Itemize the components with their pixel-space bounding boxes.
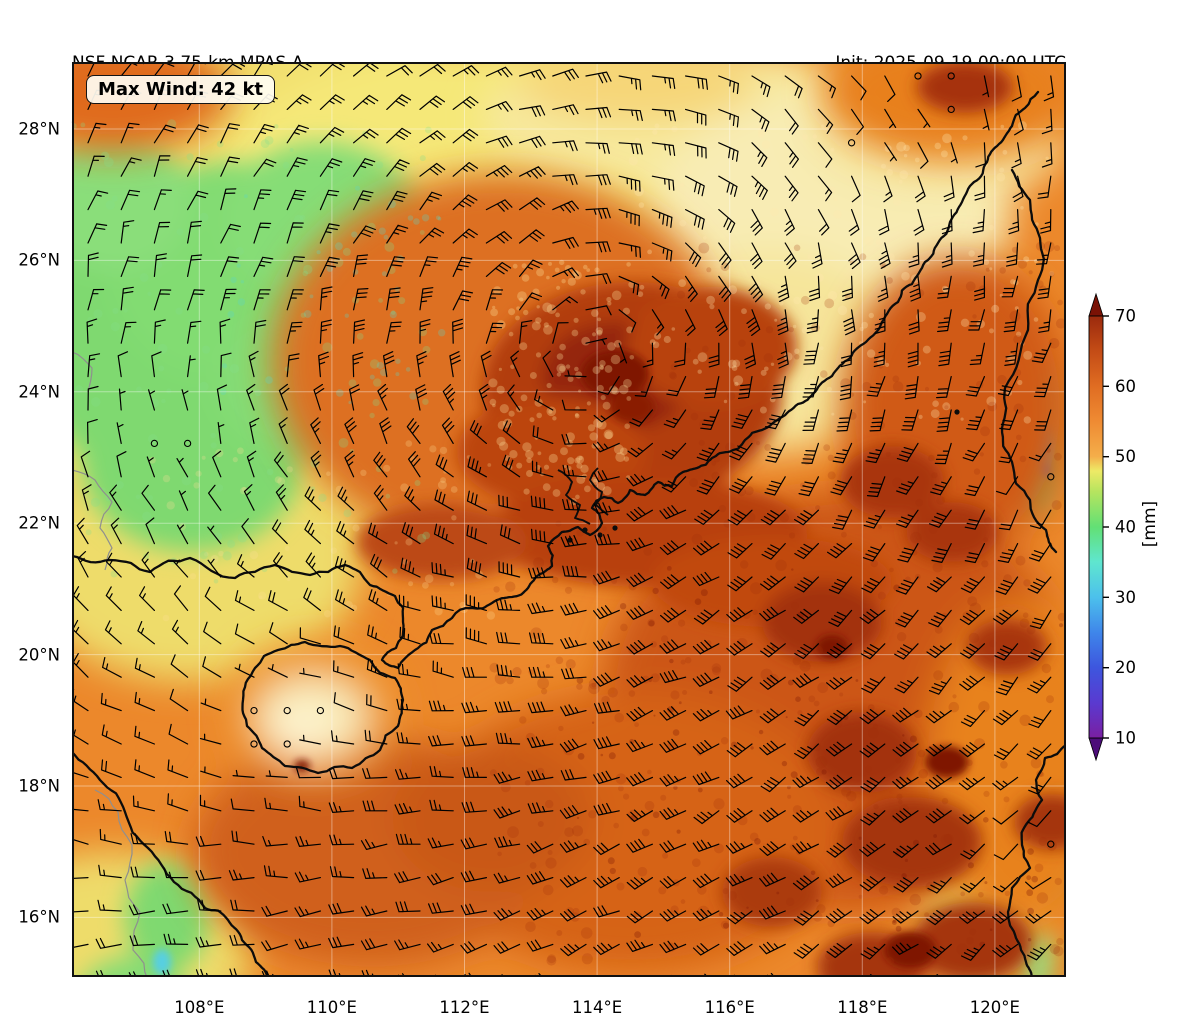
colorbar-tick-label: 10	[1115, 729, 1136, 748]
x-tick-label: 116°E	[704, 998, 755, 1017]
x-tick-label: 108°E	[174, 998, 225, 1017]
colorbar-tick-label: 20	[1115, 658, 1136, 677]
y-tick-label: 22°N	[18, 513, 60, 533]
colorbar-tick-label: 40	[1115, 518, 1136, 537]
colorbar-tick-label: 50	[1115, 447, 1136, 466]
y-tick-label: 20°N	[18, 645, 60, 665]
map-canvas	[72, 62, 1066, 977]
precipitable-water-raster	[72, 62, 1066, 977]
x-tick-label: 114°E	[572, 998, 623, 1017]
x-tick-label: 112°E	[439, 998, 490, 1017]
colorbar-tick-label: 70	[1115, 307, 1136, 326]
colorbar-units-label: [mm]	[1140, 500, 1160, 548]
y-tick-label: 28°N	[18, 119, 60, 139]
x-tick-label: 118°E	[837, 998, 888, 1017]
y-tick-label: 26°N	[18, 250, 60, 270]
colorbar: 70 60 50 40 30 20 10	[1088, 292, 1136, 762]
y-tick-label: 24°N	[18, 382, 60, 402]
y-tick-label: 18°N	[18, 776, 60, 796]
colorbar-tick-label: 60	[1115, 377, 1136, 396]
y-tick-label: 16°N	[18, 907, 60, 927]
x-tick-label: 120°E	[969, 998, 1020, 1017]
max-wind-badge: Max Wind: 42 kt	[86, 75, 276, 104]
x-tick-label: 110°E	[306, 998, 357, 1017]
colorbar-tick-label: 30	[1115, 588, 1136, 607]
